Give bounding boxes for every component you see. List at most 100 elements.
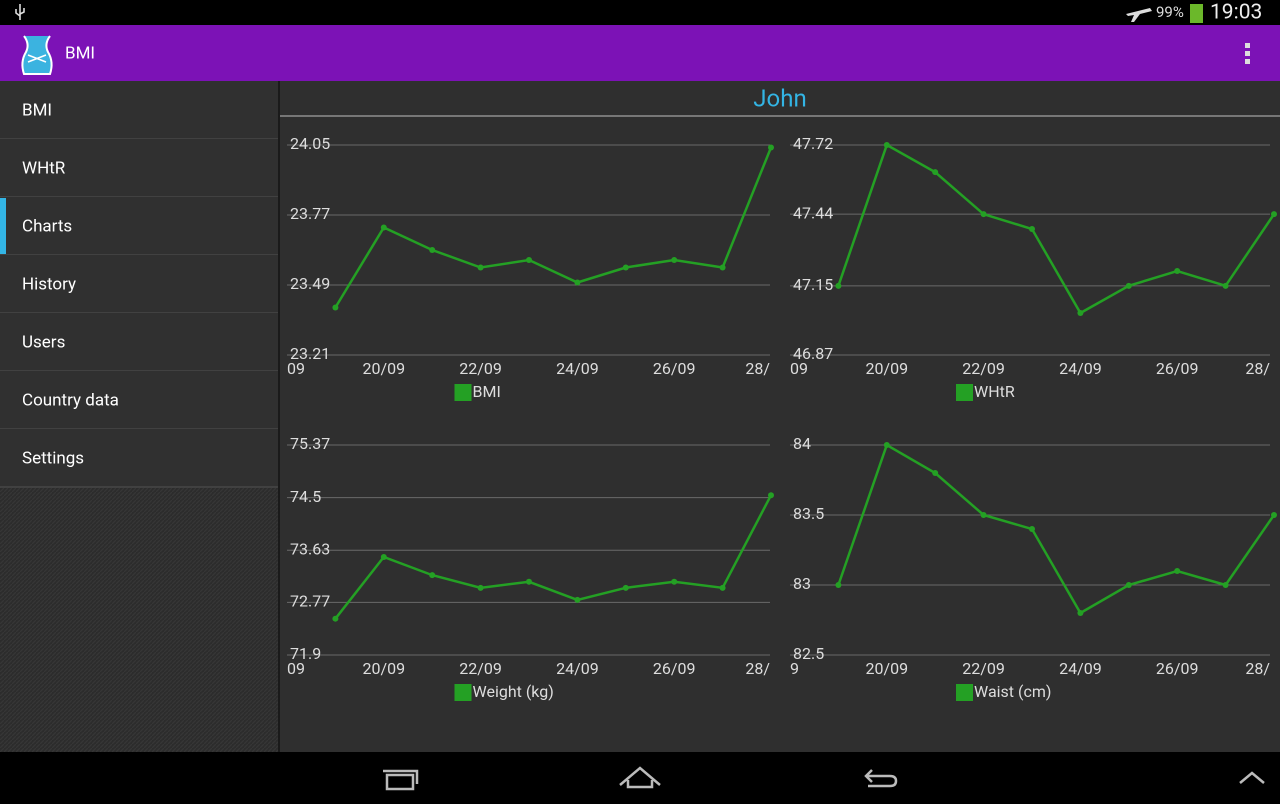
x-tick-label: 22/09 [962,659,1005,678]
x-tick-label: 20/09 [866,659,909,678]
x-tick-label: 09 [790,359,808,378]
data-point [1271,512,1277,518]
data-point [1125,582,1132,588]
chart: 75.37 74.5 73.63 72.77 71.909 20/09 22/09 24/09… [287,434,774,701]
data-point [1271,211,1277,218]
data-point [671,578,678,585]
data-point [380,224,387,231]
menu-item-label: Settings [22,448,84,468]
data-point [719,264,726,271]
x-tick-label: 20/09 [363,359,406,378]
data-point [980,512,987,518]
data-point [1222,282,1229,289]
menu-item-label: Users [22,332,65,352]
y-tick-label: 75.37 [290,434,330,453]
y-tick-label: 83 [793,574,811,593]
y-tick-label: 47.72 [793,134,833,153]
y-tick-label: 74.5 [290,487,321,506]
x-tick-label: 20/09 [363,659,406,678]
menu-item[interactable]: WHtR [0,139,278,198]
data-point [332,615,339,622]
data-point [1029,226,1035,232]
y-tick-label: 46.87 [793,344,833,363]
data-point [719,584,726,591]
series-line [837,443,1276,615]
data-point [429,572,436,579]
menu-item[interactable]: BMI [0,81,278,140]
data-point [477,264,484,271]
menu-item[interactable]: Settings [0,429,278,488]
legend-item: BMI [454,382,501,401]
user-name: John [753,84,806,112]
data-point [332,304,339,311]
data-point [1125,282,1132,289]
x-tick-label: 9 [790,659,799,678]
app-icon[interactable] [21,35,53,75]
legend-item: WHtR [956,382,1015,401]
data-point [622,264,629,271]
data-point [622,584,629,591]
x-tick-label: 28/ [745,659,770,678]
x-tick-label: 22/09 [962,359,1005,378]
data-point [883,142,890,148]
x-tick-label: 28/ [1245,659,1270,678]
menu-item-label: History [22,274,76,294]
data-point [671,257,678,263]
chart: 84 83.5 83 82.59 20/09 22/09 24/09 26/09 28/Wais… [790,434,1277,701]
data-point [768,144,774,151]
nav-bar [0,752,1280,800]
data-point [768,492,774,499]
series-line [334,147,773,309]
x-tick-label: 24/09 [1059,359,1102,378]
battery-icon [1190,4,1203,23]
overflow-menu[interactable] [1245,43,1250,64]
recents-button[interactable] [383,769,419,791]
y-tick-label: 23.77 [290,204,330,223]
data-point [883,442,890,448]
data-point [380,553,387,560]
y-tick-label: 47.15 [793,275,833,294]
x-tick-label: 22/09 [459,659,502,678]
data-point [1222,582,1229,588]
data-point [1174,568,1181,574]
data-point [1077,610,1084,616]
menu-item[interactable]: Country data [0,371,278,430]
menu-item-label: Charts [22,216,72,236]
menu-item-background [0,139,278,197]
legend-swatch [956,384,973,401]
legend-swatch [454,684,472,701]
legend-label: Waist (cm) [974,682,1051,701]
y-tick-label: 47.44 [793,203,833,222]
data-point [932,169,939,176]
menu-item-background [0,371,278,429]
x-tick-label: 20/09 [866,359,909,378]
x-tick-label: 24/09 [1059,659,1102,678]
menu-item[interactable]: Users [0,313,278,372]
drawer-menu: BMI WHtR Charts History Users Country data Set… [0,81,278,488]
legend-item: Weight (kg) [454,682,554,701]
y-tick-label: 72.77 [290,592,330,611]
up-button[interactable] [1239,771,1265,784]
menu-item-label: WHtR [22,158,66,178]
y-tick-label: 82.5 [793,644,824,663]
back-button[interactable] [864,769,898,788]
menu-item-background [0,81,278,139]
menu-item-background [0,255,278,313]
legend-label: BMI [473,382,501,401]
divider [278,81,280,752]
legend-item: Waist (cm) [956,682,1051,701]
x-tick-label: 26/09 [1156,659,1199,678]
y-tick-label: 23.49 [290,274,330,293]
data-point [526,257,532,263]
menu-item[interactable]: Charts [0,197,278,256]
home-button[interactable] [619,766,661,789]
clock: 19:03 [1210,1,1262,25]
series-line [334,494,773,620]
data-point [477,584,484,591]
airplane-icon [1126,8,1152,22]
menu-item[interactable]: History [0,255,278,314]
x-tick-label: 09 [287,659,305,678]
